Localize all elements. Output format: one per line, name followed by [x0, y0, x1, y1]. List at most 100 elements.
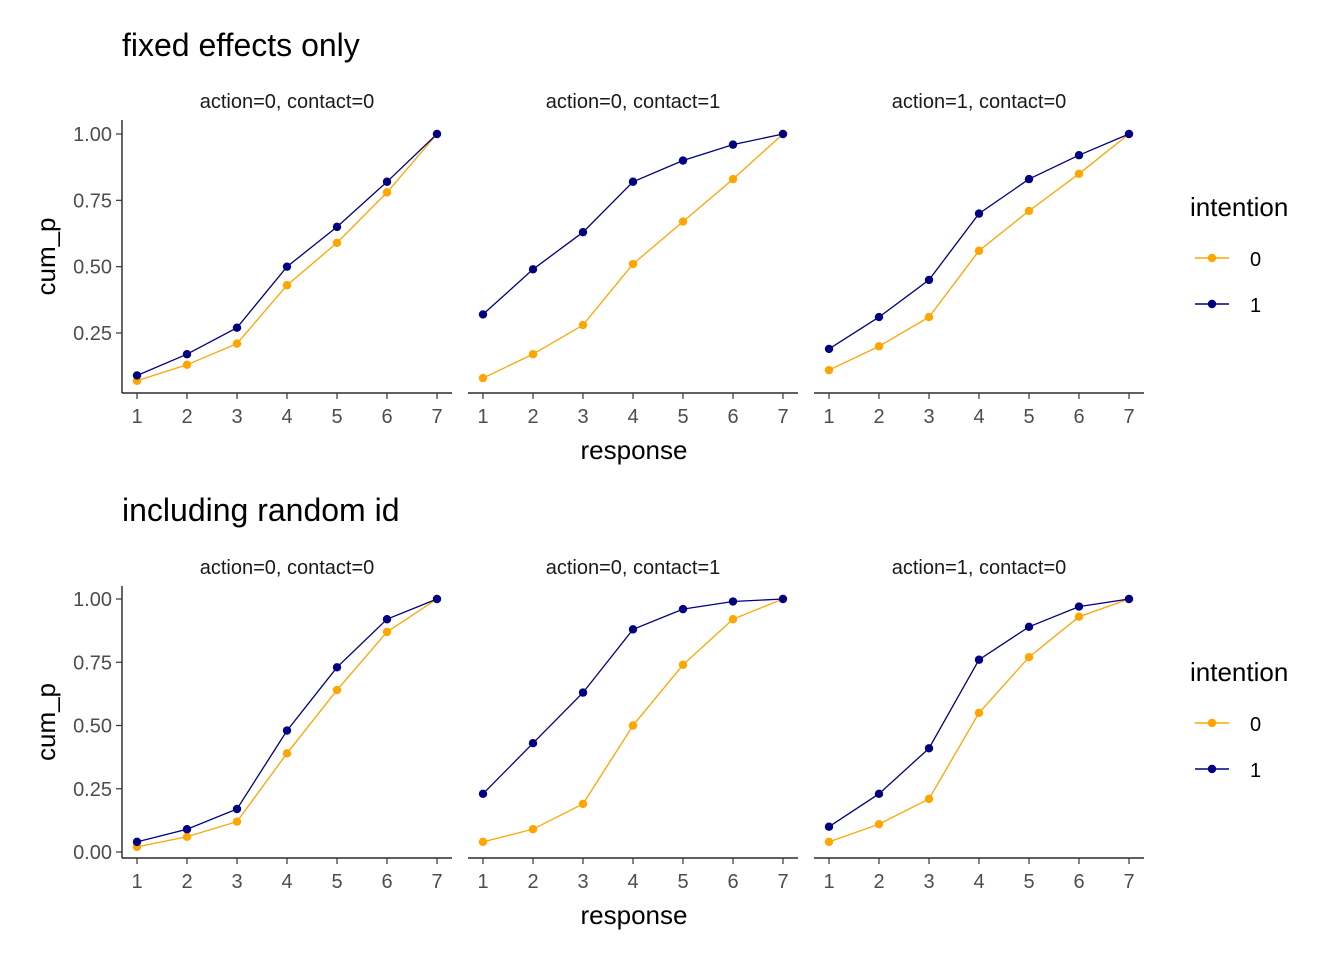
- y-tick-label: 0.50: [73, 716, 112, 738]
- data-point-intention-1: [1124, 129, 1134, 139]
- series-line-intention-0: [136, 133, 438, 382]
- x-tick-label: 3: [577, 871, 588, 893]
- y-tick-label: 0.25: [73, 323, 112, 345]
- x-tick-label: 5: [331, 871, 342, 893]
- data-point-intention-1: [232, 804, 242, 814]
- data-point-intention-1: [332, 222, 342, 232]
- data-point-intention-1: [924, 275, 934, 285]
- data-point-intention-1: [728, 597, 738, 606]
- data-point-intention-1: [232, 323, 242, 332]
- x-tick-label: 1: [131, 871, 142, 893]
- facet-strip-label: action=0, contact=0: [200, 91, 375, 113]
- legend-key-point: [1207, 299, 1217, 309]
- facet-panel: action=0, contact=1 1 2 3 4 5 6 7: [468, 557, 798, 893]
- x-tick-label: 3: [577, 406, 588, 428]
- data-point-intention-1: [924, 744, 934, 753]
- legend-label: 0: [1250, 714, 1261, 736]
- x-tick-label: 7: [431, 406, 442, 428]
- legend: intention 0 1: [1190, 192, 1288, 317]
- data-point-intention-0: [974, 246, 984, 255]
- data-point-intention-1: [628, 177, 638, 186]
- data-point-intention-0: [974, 708, 984, 718]
- legend-label: 0: [1250, 249, 1261, 271]
- data-point-intention-1: [778, 594, 788, 604]
- x-tick-label: 7: [1123, 406, 1134, 428]
- chart-block-2: including random id action=0, contact=0 1 2…: [31, 492, 1288, 930]
- data-point-intention-1: [874, 789, 884, 799]
- x-tick-label: 4: [627, 871, 638, 893]
- x-tick-label: 5: [677, 871, 688, 893]
- facet-panel: action=0, contact=1 1 2 3 4 5 6 7: [468, 91, 798, 428]
- facet-panel: action=0, contact=0 1 2 3 4 5 6 7 0.00 0.25 0.50 0.…: [73, 557, 452, 893]
- data-point-intention-1: [578, 227, 588, 237]
- legend-title: intention: [1190, 657, 1288, 687]
- data-point-intention-0: [528, 350, 538, 359]
- series-line-intention-0: [828, 598, 1130, 843]
- y-axis-title: cum_p: [31, 217, 61, 295]
- data-point-intention-1: [432, 129, 442, 139]
- data-point-intention-0: [578, 320, 588, 330]
- x-tick-label: 3: [231, 406, 242, 428]
- x-tick-label: 1: [823, 871, 834, 893]
- data-point-intention-0: [332, 238, 342, 247]
- data-point-intention-0: [232, 817, 242, 826]
- x-tick-label: 4: [281, 871, 292, 893]
- data-point-intention-0: [478, 373, 488, 383]
- x-tick-label: 4: [627, 406, 638, 428]
- x-tick-label: 1: [131, 406, 142, 428]
- chart-block-1: fixed effects only action=0, contact=0 1 2 3…: [31, 27, 1288, 465]
- data-point-intention-1: [132, 371, 142, 380]
- data-point-intention-1: [182, 350, 192, 359]
- data-point-intention-1: [778, 129, 788, 139]
- x-tick-label: 4: [973, 406, 984, 428]
- x-tick-label: 1: [477, 406, 488, 428]
- data-point-intention-1: [528, 739, 538, 748]
- data-point-intention-1: [478, 789, 488, 799]
- y-axis-title: cum_p: [31, 683, 61, 761]
- legend: intention 0 1: [1190, 657, 1288, 782]
- legend-title: intention: [1190, 192, 1288, 222]
- data-point-intention-1: [432, 594, 442, 604]
- data-point-intention-1: [1124, 594, 1134, 604]
- x-tick-label: 3: [923, 406, 934, 428]
- x-tick-label: 4: [281, 406, 292, 428]
- facet-strip-label: action=0, contact=0: [200, 557, 375, 579]
- data-point-intention-0: [628, 259, 638, 269]
- series-line-intention-0: [136, 598, 438, 848]
- x-tick-label: 7: [777, 871, 788, 893]
- data-point-intention-0: [232, 339, 242, 348]
- data-point-intention-0: [874, 342, 884, 351]
- x-axis-title: response: [581, 900, 688, 930]
- facet-panel: action=1, contact=0 1 2 3 4 5 6 7: [814, 557, 1144, 893]
- data-point-intention-0: [728, 174, 738, 184]
- series-line-intention-1: [828, 133, 1130, 350]
- data-point-intention-0: [578, 799, 588, 809]
- data-point-intention-0: [924, 794, 934, 804]
- legend-key-point: [1207, 718, 1217, 728]
- series-line-intention-0: [482, 133, 784, 379]
- data-point-intention-1: [974, 655, 984, 664]
- x-tick-label: 4: [973, 871, 984, 893]
- data-point-intention-1: [382, 177, 392, 186]
- legend-key-point: [1207, 764, 1217, 774]
- x-tick-label: 5: [331, 406, 342, 428]
- facet-panel: action=0, contact=0 1 2 3 4 5 6 7 0.25 0.50 0.75 1.…: [73, 91, 452, 428]
- chart-title: including random id: [122, 492, 400, 528]
- data-point-intention-1: [1074, 151, 1084, 160]
- x-tick-label: 3: [923, 871, 934, 893]
- legend-label: 1: [1250, 295, 1261, 317]
- y-tick-label: 1.00: [73, 124, 112, 146]
- x-tick-label: 2: [873, 406, 884, 428]
- x-tick-label: 2: [873, 871, 884, 893]
- data-point-intention-0: [728, 615, 738, 624]
- data-point-intention-1: [282, 726, 292, 735]
- x-tick-label: 2: [527, 406, 538, 428]
- x-tick-label: 5: [1023, 406, 1034, 428]
- x-tick-label: 7: [777, 406, 788, 428]
- data-point-intention-0: [678, 217, 688, 226]
- y-tick-label: 0.50: [73, 257, 112, 279]
- y-tick-label: 1.00: [73, 589, 112, 611]
- data-point-intention-1: [478, 310, 488, 319]
- data-point-intention-1: [1024, 622, 1034, 632]
